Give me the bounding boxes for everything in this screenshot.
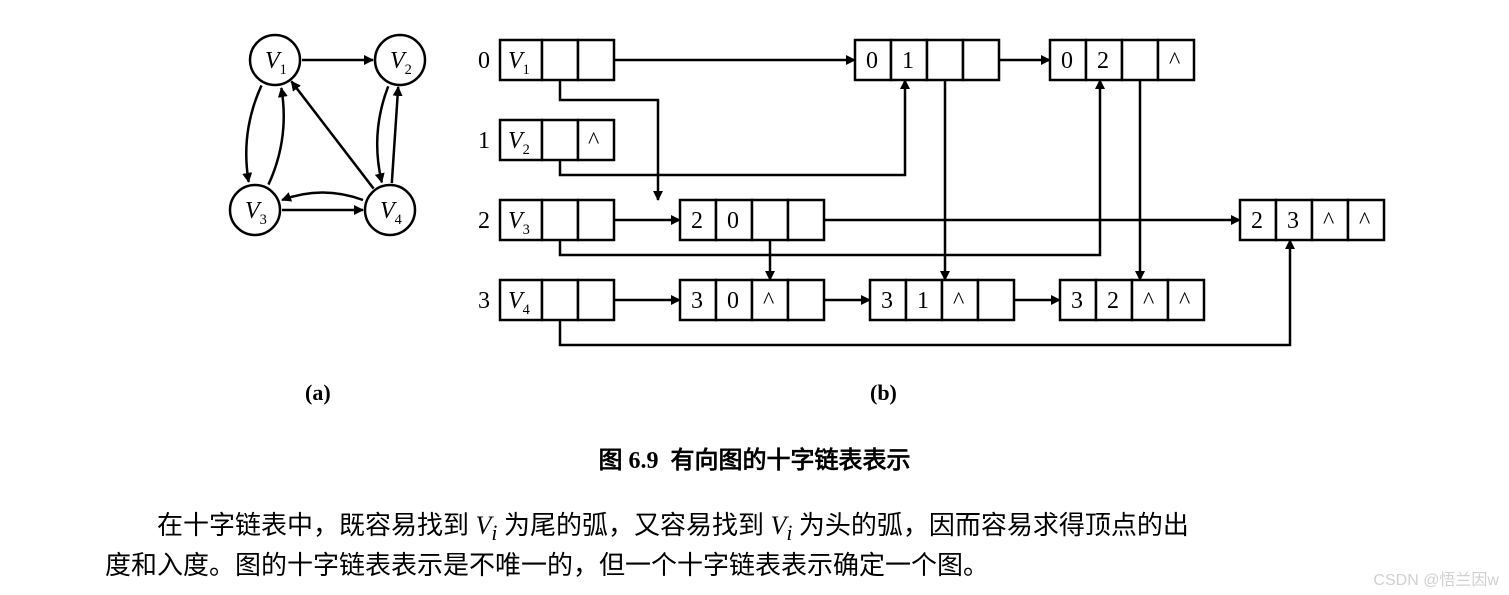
arc-n30-val1: 0 bbox=[727, 288, 739, 314]
arc-n20-cell3 bbox=[788, 200, 824, 240]
arc-n20-val1: 0 bbox=[727, 208, 739, 234]
vcell-firstin-3 bbox=[542, 280, 578, 320]
arc-n01-cell2 bbox=[927, 40, 963, 80]
edge-V4-V2 bbox=[392, 87, 398, 183]
row-index-3: 3 bbox=[478, 288, 490, 314]
label-b: (b) bbox=[870, 380, 897, 406]
arc-n31-cell3 bbox=[978, 280, 1014, 320]
svg-text:^: ^ bbox=[588, 128, 599, 154]
arc-n30-val2: ^ bbox=[763, 288, 774, 314]
row-index-1: 1 bbox=[478, 128, 490, 154]
arc-n01-cell3 bbox=[963, 40, 999, 80]
row-index-2: 2 bbox=[478, 208, 490, 234]
arc-n23-val0: 2 bbox=[1251, 208, 1263, 234]
edge-V3-V1 bbox=[268, 88, 283, 184]
arc-n31-val0: 3 bbox=[881, 288, 893, 314]
arc-n02-val3: ^ bbox=[1169, 48, 1180, 74]
watermark: CSDN @悟兰因w bbox=[1373, 566, 1499, 590]
arc-n02-val0: 0 bbox=[1061, 48, 1073, 74]
arc-n02-cell2 bbox=[1122, 40, 1158, 80]
arc-n31-val1: 1 bbox=[917, 288, 929, 314]
body-line-2: 度和入度。图的十字链表表示是不唯一的，但一个十字链表表示确定一个图。 bbox=[105, 545, 989, 582]
arc-n23-val1: 3 bbox=[1287, 208, 1299, 234]
vcell-firstin-2 bbox=[542, 200, 578, 240]
arc-n30-cell3 bbox=[788, 280, 824, 320]
arc-n23-val2: ^ bbox=[1323, 208, 1334, 234]
vcell-firstout-3 bbox=[578, 280, 614, 320]
vcell-firstin-1 bbox=[542, 120, 578, 160]
label-a: (a) bbox=[305, 380, 331, 406]
vcell-firstin-0 bbox=[542, 40, 578, 80]
edge-V1-V3 bbox=[246, 85, 261, 181]
body-line-1: 在十字链表中，既容易找到 Vi 为尾的弧，又容易找到 Vi 为头的弧，因而容易求… bbox=[105, 505, 1189, 546]
arc-n23-val3: ^ bbox=[1359, 208, 1370, 234]
vcell-firstout-0 bbox=[578, 40, 614, 80]
arc-n32-val2: ^ bbox=[1143, 288, 1154, 314]
arc-n20-cell2 bbox=[752, 200, 788, 240]
row-index-0: 0 bbox=[478, 48, 490, 74]
link-arrow-11 bbox=[560, 80, 1100, 255]
arc-n32-val0: 3 bbox=[1071, 288, 1083, 314]
arc-n31-val2: ^ bbox=[953, 288, 964, 314]
vcell-firstout-2 bbox=[578, 200, 614, 240]
arc-n30-val0: 3 bbox=[691, 288, 703, 314]
arc-n20-val0: 2 bbox=[691, 208, 703, 234]
edge-V4-V1 bbox=[291, 81, 373, 188]
figure-caption: 图 6.9 有向图的十字链表表示 bbox=[0, 440, 1509, 475]
arc-n02-val1: 2 bbox=[1097, 48, 1109, 74]
arc-n01-val0: 0 bbox=[866, 48, 878, 74]
arc-n01-val1: 1 bbox=[902, 48, 914, 74]
arc-n32-val3: ^ bbox=[1179, 288, 1190, 314]
arc-n32-val1: 2 bbox=[1107, 288, 1119, 314]
edge-V4-V3 bbox=[282, 193, 363, 201]
edge-V2-V4 bbox=[377, 86, 388, 182]
